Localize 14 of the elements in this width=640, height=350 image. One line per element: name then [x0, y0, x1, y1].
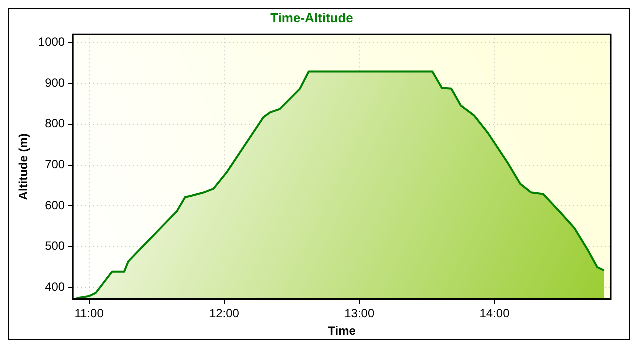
y-tick-label: 1000 [38, 35, 66, 50]
y-tick-label: 900 [45, 76, 66, 90]
x-axis-title: Time [328, 324, 356, 338]
y-tick-label: 400 [45, 280, 66, 294]
x-tick-label: 11:00 [74, 306, 104, 321]
x-tick-label: 12:00 [209, 306, 240, 321]
y-tick-label: 700 [45, 158, 66, 172]
y-tick-label: 800 [45, 116, 66, 131]
y-tick-label: 500 [45, 239, 66, 254]
x-tick-label: 14:00 [480, 306, 510, 321]
chart-title: Time-Altitude [270, 10, 354, 26]
y-tick-label: 600 [45, 198, 66, 212]
x-tick-label: 13:00 [344, 306, 375, 321]
y-axis-title: Altitude (m) [16, 134, 31, 200]
